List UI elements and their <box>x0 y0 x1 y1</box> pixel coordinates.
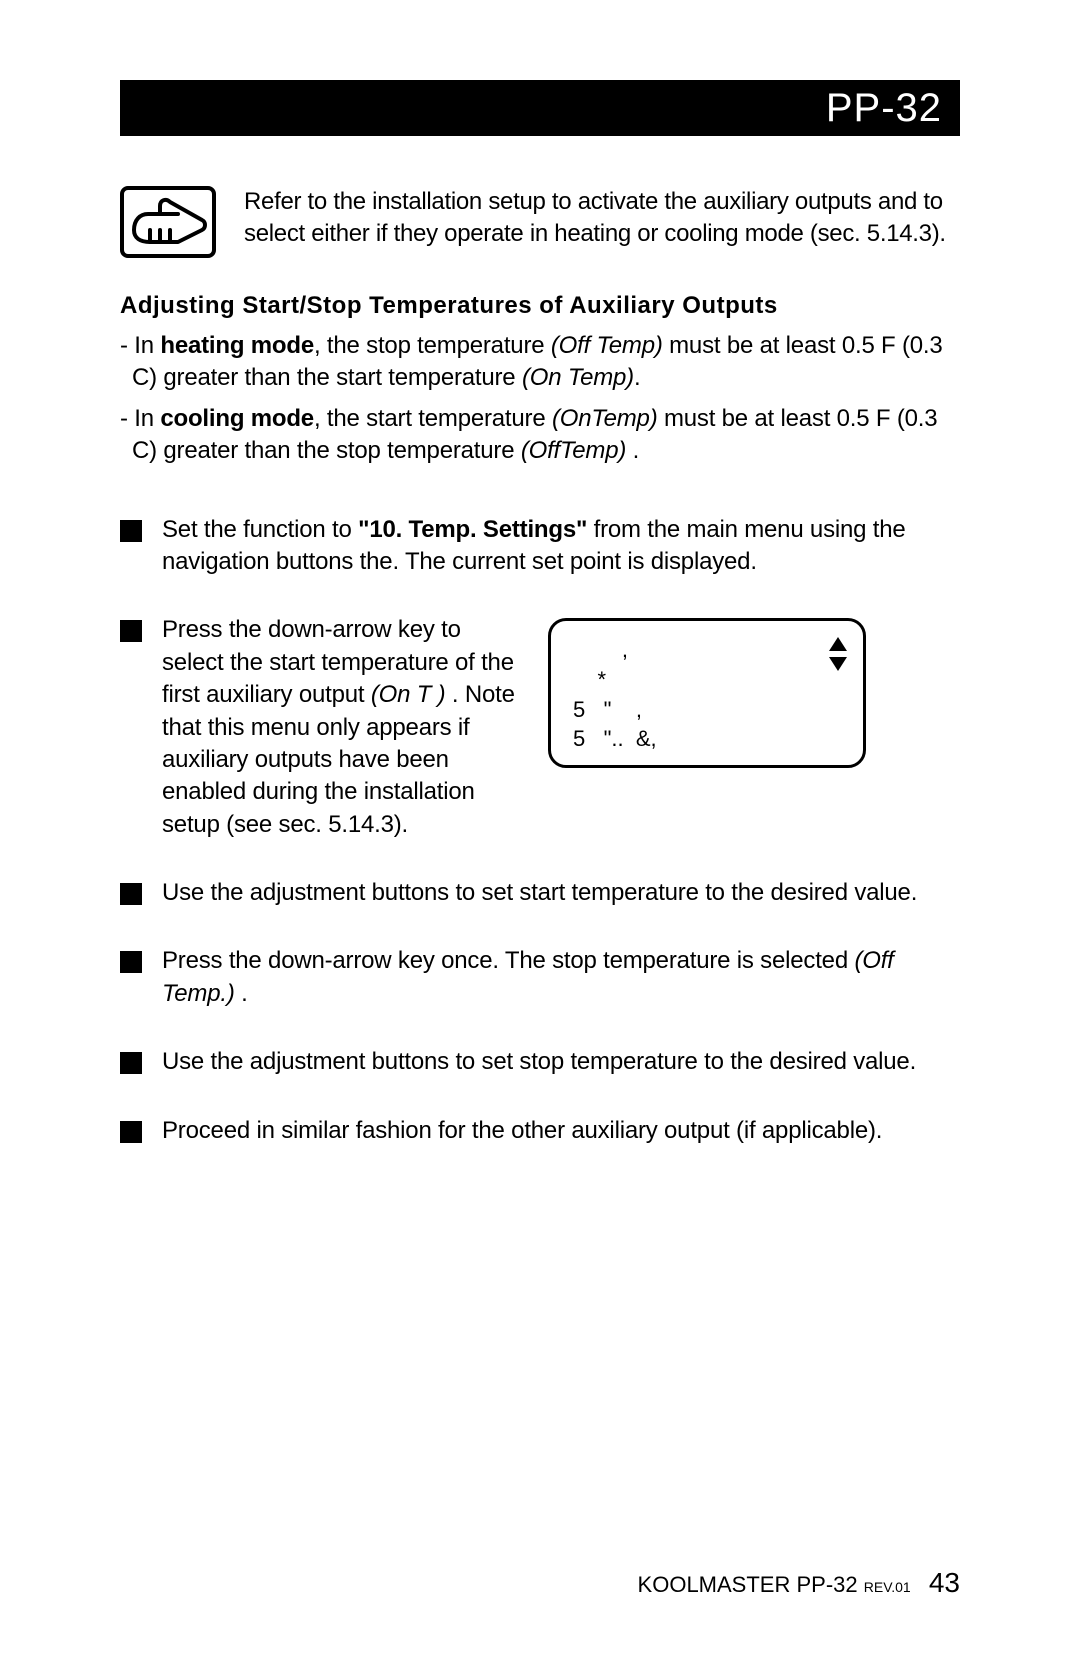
text: . <box>626 437 639 464</box>
square-bullet-icon <box>120 883 142 905</box>
text: , the start temperature <box>314 405 552 432</box>
section-heading: Adjusting Start/Stop Temperatures of Aux… <box>120 292 960 320</box>
heating-mode-bold: heating mode <box>160 332 314 359</box>
step-text: Set the function to "10. Temp. Settings"… <box>162 514 960 579</box>
text: . <box>634 364 640 391</box>
footer-product: KOOLMASTER PP-32 <box>638 1572 858 1597</box>
arrow-down-icon <box>829 657 847 671</box>
refer-text: Refer to the installation setup to activ… <box>244 186 960 258</box>
on-temp-italic: (OnTemp) <box>552 405 658 432</box>
display-line-1: , <box>573 635 845 665</box>
page-number: 43 <box>929 1567 960 1598</box>
cooling-mode-line: - In cooling mode, the start temperature… <box>120 403 960 468</box>
menu-item-bold: "10. Temp. Settings" <box>358 516 587 543</box>
lcd-display: , * 5 " , 5 ".. &, <box>548 618 866 768</box>
text: , the stop temperature <box>314 332 551 359</box>
step-text: Use the adjustment buttons to set stop t… <box>162 1046 960 1078</box>
step-5: Use the adjustment buttons to set stop t… <box>120 1046 960 1078</box>
square-bullet-icon <box>120 1052 142 1074</box>
header-title-bar: PP-32 <box>120 80 960 136</box>
display-arrows <box>829 637 847 671</box>
step-text: Use the adjustment buttons to set start … <box>162 877 960 909</box>
arrow-up-icon <box>829 637 847 651</box>
step-text: Press the down-arrow key to select the s… <box>162 614 518 841</box>
step-4: Press the down-arrow key once. The stop … <box>120 945 960 1010</box>
display-line-3: 5 " , <box>573 695 845 725</box>
header-title: PP-32 <box>826 86 942 131</box>
step-text: Proceed in similar fashion for the other… <box>162 1115 960 1147</box>
step-2: Press the down-arrow key to select the s… <box>120 614 960 841</box>
step-1: Set the function to "10. Temp. Settings"… <box>120 514 960 579</box>
text: Set the function to <box>162 516 358 543</box>
on-temp-italic: (On Temp) <box>522 364 634 391</box>
text: - In <box>120 405 160 432</box>
text: Press the down-arrow key once. The stop … <box>162 947 854 974</box>
heating-mode-line: - In heating mode, the stop temperature … <box>120 330 960 395</box>
step-text: Press the down-arrow key once. The stop … <box>162 945 960 1010</box>
text: - In <box>120 332 160 359</box>
display-line-4: 5 ".. &, <box>573 724 845 754</box>
square-bullet-icon <box>120 1121 142 1143</box>
square-bullet-icon <box>120 620 142 642</box>
step-6: Proceed in similar fashion for the other… <box>120 1115 960 1147</box>
display-line-2: * <box>573 665 845 695</box>
pointing-hand-icon <box>120 186 216 258</box>
cooling-mode-bold: cooling mode <box>160 405 314 432</box>
steps-list: Set the function to "10. Temp. Settings"… <box>120 514 960 1147</box>
footer-rev: REV.01 <box>864 1579 911 1595</box>
off-temp-italic: (Off Temp) <box>551 332 663 359</box>
refer-block: Refer to the installation setup to activ… <box>120 186 960 258</box>
square-bullet-icon <box>120 951 142 973</box>
on-t-italic: (On T ) <box>371 681 446 708</box>
step-3: Use the adjustment buttons to set start … <box>120 877 960 909</box>
text: . <box>235 980 248 1007</box>
off-temp-italic: (OffTemp) <box>521 437 626 464</box>
square-bullet-icon <box>120 520 142 542</box>
page-footer: KOOLMASTER PP-32 REV.01 43 <box>638 1567 960 1599</box>
